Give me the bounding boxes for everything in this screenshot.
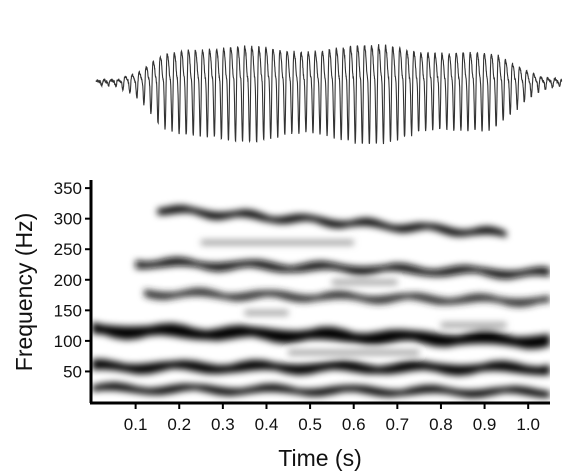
spectral-band	[157, 205, 507, 238]
y-tick-label: 100	[54, 332, 82, 351]
spectral-smudge	[244, 310, 289, 316]
spectral-smudge	[440, 322, 507, 328]
x-axis: 0.1 0.2 0.3 0.4 0.5 0.6 0.7 0.8 0.9 1.0	[90, 401, 550, 434]
x-tick-label: 0.5	[298, 415, 322, 434]
x-tick-label: 1.0	[516, 415, 540, 434]
y-tick-label: 350	[54, 179, 82, 198]
spectral-smudge	[288, 350, 420, 356]
spectral-band	[135, 257, 550, 280]
spectral-band	[92, 322, 550, 350]
x-tick-label: 0.7	[386, 415, 410, 434]
y-axis: 50 100 150 200 250 300 350	[54, 179, 93, 403]
x-tick-label: 0.1	[124, 415, 148, 434]
waveform-trace	[95, 44, 563, 145]
y-tick-label: 300	[54, 210, 82, 229]
y-tick-label: 150	[54, 301, 82, 320]
spectral-bands	[92, 205, 550, 398]
waveform-panel	[95, 44, 563, 145]
spectral-band	[92, 359, 550, 376]
y-tick-label: 200	[54, 271, 82, 290]
x-axis-title: Time (s)	[278, 445, 361, 471]
x-tick-label: 0.8	[429, 415, 453, 434]
x-tick-label: 0.2	[167, 415, 191, 434]
spectral-band	[144, 288, 550, 307]
x-tick-label: 0.9	[473, 415, 497, 434]
x-tick-label: 0.4	[255, 415, 279, 434]
x-tick-label: 0.6	[342, 415, 366, 434]
spectral-smudge	[331, 279, 398, 285]
x-tick-label: 0.3	[211, 415, 235, 434]
spectral-smudge	[201, 240, 354, 246]
y-tick-label: 250	[54, 240, 82, 259]
y-axis-title: Frequency (Hz)	[11, 213, 37, 371]
y-tick-label: 50	[63, 362, 82, 381]
spectral-band	[92, 382, 550, 398]
